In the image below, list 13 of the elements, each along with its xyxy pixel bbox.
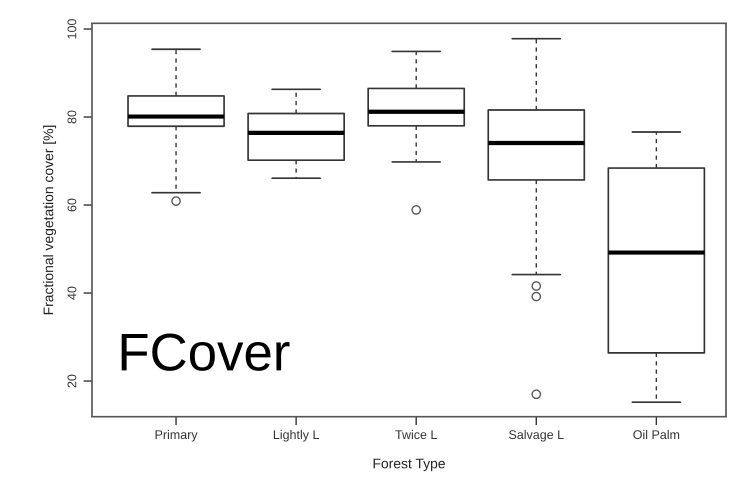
y-tick-label: 20 <box>67 374 76 388</box>
x-tick-label: Lightly L <box>274 430 319 442</box>
y-axis-title: Fractional vegetation cover [%] <box>43 126 56 314</box>
y-tick-label: 60 <box>67 198 76 212</box>
x-tick-label: Twice L <box>395 430 437 440</box>
x-tick-label: Oil Palm <box>633 430 680 440</box>
x-axis-title: Forest Type <box>374 458 445 472</box>
y-tick-label: 100 <box>67 19 76 38</box>
x-tick-label: Primary <box>156 430 198 442</box>
y-tick-label: 80 <box>67 110 76 124</box>
y-tick-label: 40 <box>67 286 76 300</box>
annotation: FCover <box>122 333 290 371</box>
x-tick-label: Salvage L <box>509 430 564 442</box>
